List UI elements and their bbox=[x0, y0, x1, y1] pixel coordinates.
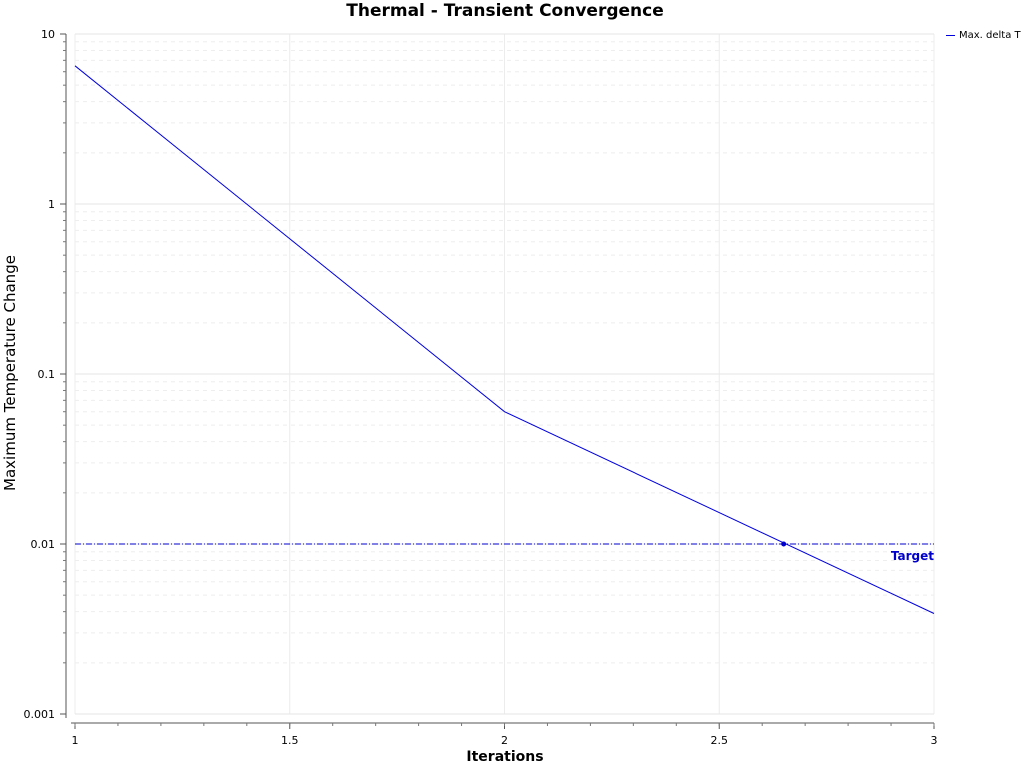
target-label: Target bbox=[891, 549, 934, 563]
legend[interactable]: Max. delta T bbox=[946, 30, 1021, 41]
legend-swatch bbox=[946, 35, 955, 36]
x-tick-label: 1.5 bbox=[281, 734, 299, 747]
axes: 1 1.5 2 2.5 3 10 1 0.1 0.01 0.001 bbox=[24, 28, 938, 747]
series bbox=[74, 65, 935, 614]
x-tick-label: 2 bbox=[501, 734, 508, 747]
target-crossing-point bbox=[781, 541, 787, 547]
x-tick-label: 1 bbox=[72, 734, 79, 747]
y-tick-label: 0.01 bbox=[31, 538, 56, 551]
y-tick-label: 10 bbox=[41, 28, 55, 41]
chart-title: Thermal - Transient Convergence bbox=[346, 1, 664, 21]
y-tick-label: 1 bbox=[48, 198, 55, 211]
y-tick-label: 0.001 bbox=[24, 708, 56, 721]
x-tick-label: 2.5 bbox=[711, 734, 729, 747]
x-axis-label: Iterations bbox=[466, 749, 544, 765]
legend-entry-label: Max. delta T bbox=[959, 30, 1021, 41]
grid bbox=[74, 33, 935, 715]
y-axis-label: Maximum Temperature Change bbox=[1, 255, 19, 491]
target-line-group: Target bbox=[75, 541, 934, 563]
series-line-max-delta-t bbox=[74, 65, 935, 614]
y-tick-label: 0.1 bbox=[38, 368, 56, 381]
x-tick-label: 3 bbox=[931, 734, 938, 747]
